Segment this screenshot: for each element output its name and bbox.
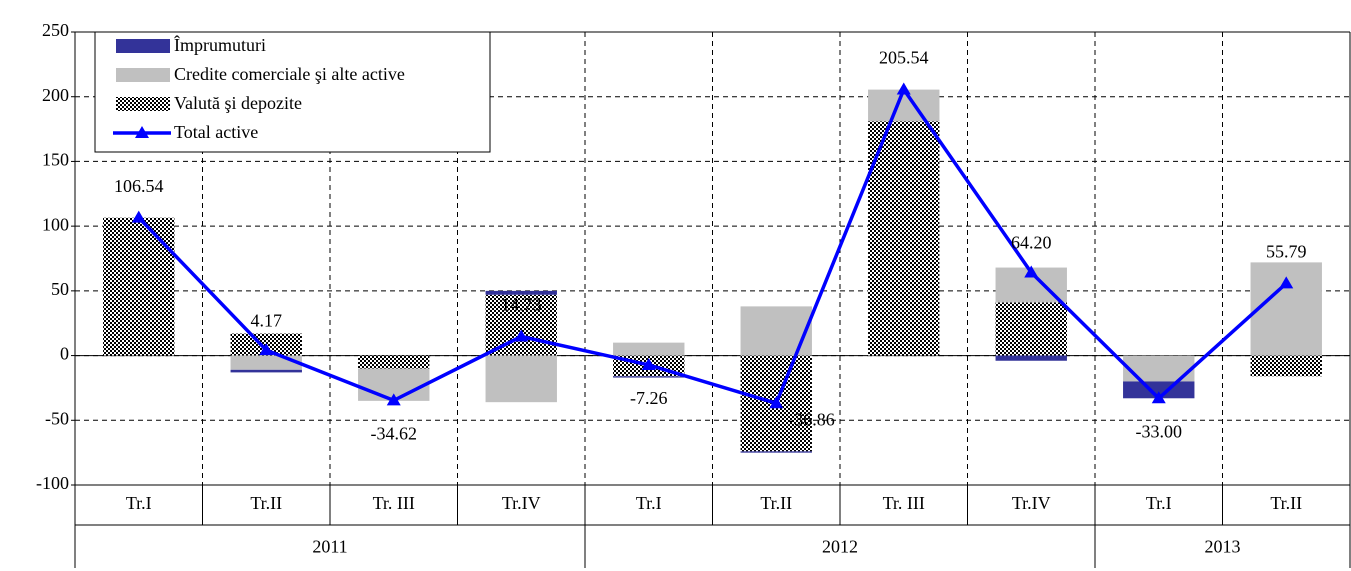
line-marker bbox=[769, 396, 784, 409]
bar-segment bbox=[1250, 355, 1322, 377]
total-line bbox=[137, 85, 1288, 406]
x-tick-label: Tr. III bbox=[373, 493, 415, 513]
legend: Împrumuturi Credite comerciale şi alte ac… bbox=[94, 31, 491, 153]
bar-segment bbox=[868, 89, 940, 122]
legend-marker bbox=[135, 126, 149, 138]
data-label: -33.00 bbox=[1136, 421, 1183, 441]
data-label: -7.26 bbox=[630, 388, 668, 408]
x-tick-label: Tr.II bbox=[250, 493, 282, 513]
data-label: -34.62 bbox=[371, 424, 418, 444]
bar-segment bbox=[995, 355, 1067, 361]
data-label: -36.86 bbox=[788, 409, 835, 429]
legend-label: Total active bbox=[174, 122, 258, 142]
bar-segment bbox=[485, 294, 557, 356]
x-tick-label: Tr.II bbox=[1270, 493, 1302, 513]
y-tick-label: 250 bbox=[42, 20, 69, 40]
bar-segment bbox=[230, 355, 302, 370]
bar-segment bbox=[868, 121, 940, 356]
x-tick-label: Tr.I bbox=[1146, 493, 1172, 513]
bar-segment bbox=[740, 306, 812, 356]
bar-segment bbox=[613, 342, 685, 356]
y-tick-label: -100 bbox=[36, 473, 69, 493]
y-tick-label: 50 bbox=[51, 279, 69, 299]
line-marker bbox=[386, 393, 401, 406]
x-tick-label: Tr.I bbox=[126, 493, 152, 513]
data-label: 55.79 bbox=[1266, 241, 1307, 261]
y-tick-label: -50 bbox=[45, 408, 69, 428]
group-label: 2012 bbox=[822, 537, 858, 557]
line-marker bbox=[514, 329, 529, 342]
bar-segment bbox=[485, 355, 557, 403]
legend-label: Împrumuturi bbox=[174, 34, 266, 55]
lines bbox=[131, 82, 1294, 409]
bar-segment bbox=[485, 290, 557, 295]
bar-segment bbox=[358, 355, 430, 369]
x-tick-label: Tr.II bbox=[760, 493, 792, 513]
data-label: 14.73 bbox=[501, 295, 542, 315]
bar-segment bbox=[1123, 381, 1195, 399]
line-marker bbox=[896, 82, 911, 95]
line-marker bbox=[1151, 391, 1166, 404]
bar-segment bbox=[230, 369, 302, 373]
y-tick-label: 0 bbox=[60, 344, 69, 364]
group-label: 2011 bbox=[312, 537, 347, 557]
bar-segment bbox=[995, 302, 1067, 356]
data-label: 205.54 bbox=[879, 48, 929, 68]
data-label: 4.17 bbox=[251, 310, 283, 330]
line-marker bbox=[1279, 276, 1294, 289]
legend-label: Credite comerciale şi alte active bbox=[174, 64, 405, 84]
bar-segment bbox=[1250, 262, 1322, 356]
bar-segment bbox=[103, 217, 175, 356]
x-tick-label: Tr.IV bbox=[502, 493, 541, 513]
x-tick-label: Tr.IV bbox=[1012, 493, 1051, 513]
bar-segment bbox=[613, 376, 685, 378]
bar-segment bbox=[740, 451, 812, 453]
x-tick-label: Tr. III bbox=[883, 493, 925, 513]
x-tick-label: Tr.I bbox=[636, 493, 662, 513]
y-tick-label: 200 bbox=[42, 85, 69, 105]
data-label: 106.54 bbox=[114, 176, 164, 196]
data-label: 64.20 bbox=[1011, 233, 1052, 253]
legend-swatch bbox=[116, 97, 170, 111]
line-marker bbox=[1024, 265, 1039, 278]
y-tick-label: 100 bbox=[42, 214, 69, 234]
legend-label: Valută şi depozite bbox=[174, 93, 302, 113]
legend-swatch bbox=[116, 68, 170, 82]
line-marker bbox=[259, 343, 274, 356]
group-label: 2013 bbox=[1205, 537, 1241, 557]
line-marker bbox=[131, 210, 146, 223]
line-marker bbox=[641, 357, 656, 370]
labels: -100 -50 0 50 100 150 200 250 Tr.I Tr.II Tr. III Tr… bbox=[36, 20, 1307, 557]
legend-swatch bbox=[116, 39, 170, 53]
y-tick-label: 150 bbox=[42, 150, 69, 170]
